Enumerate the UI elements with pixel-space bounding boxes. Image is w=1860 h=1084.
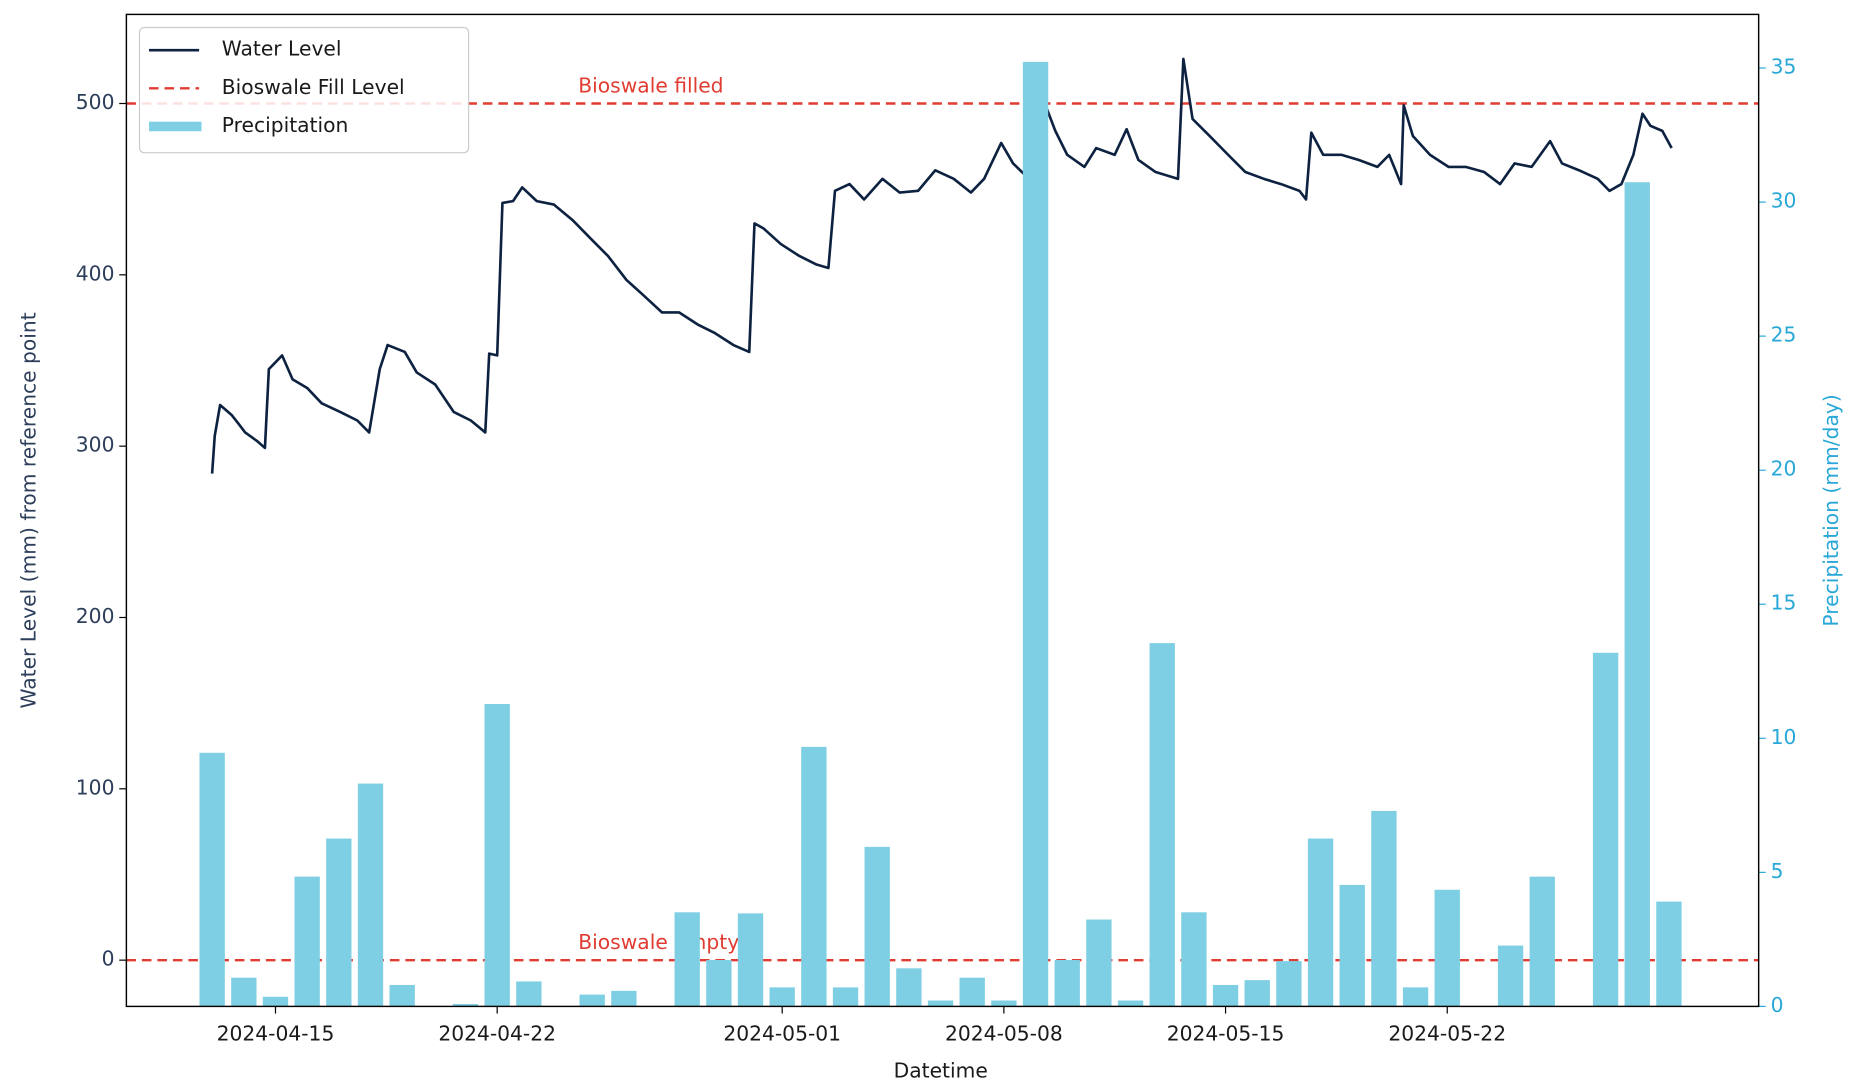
precipitation-bar: [832, 987, 859, 1007]
y2-tick-label: 5: [1771, 859, 1784, 883]
x-tick-label: 2024-04-15: [217, 1022, 335, 1046]
legend-label: Water Level: [222, 37, 342, 61]
y-axis-label: Water Level (mm) from reference point: [16, 312, 40, 708]
precipitation-bar: [326, 838, 352, 1007]
precipitation-bar: [579, 994, 605, 1007]
precipitation-bar: [1497, 945, 1524, 1007]
y-tick-label: 0: [102, 947, 115, 971]
y-tick-label: 400: [76, 261, 115, 285]
reference-annotation: Bioswale filled: [578, 73, 723, 97]
precipitation-bar: [1054, 960, 1080, 1007]
precipitation-bar: [357, 783, 384, 1007]
precipitation-bar: [1086, 919, 1112, 1007]
x-axis-label: Datetime: [894, 1058, 988, 1082]
precipitation-bar: [1244, 980, 1270, 1007]
x-tick-label: 2024-05-22: [1388, 1022, 1506, 1046]
precipitation-bar: [706, 960, 732, 1007]
precipitation-bar: [1181, 912, 1207, 1007]
precipitation-bar: [927, 1000, 954, 1007]
y2-tick-label: 35: [1771, 55, 1797, 79]
y2-tick-label: 20: [1771, 457, 1797, 481]
y2-axis-label: Precipitation (mm/day): [1819, 394, 1843, 626]
precipitation-bar: [1022, 61, 1049, 1007]
precipitation-bar: [1276, 961, 1302, 1007]
precipitation-bar: [1339, 884, 1365, 1007]
precipitation-bar: [199, 752, 225, 1007]
precipitation-bar: [991, 1000, 1017, 1007]
precipitation-bar: [1371, 810, 1397, 1007]
reference-annotation: Bioswale empty: [578, 930, 739, 954]
plot-frame: [125, 13, 1760, 1008]
precipitation-bar: [674, 912, 700, 1007]
precipitation-bar: [294, 876, 320, 1007]
y2-tick-label: 25: [1771, 323, 1797, 347]
precipitation-bar: [452, 1003, 479, 1007]
precipitation-bar: [1434, 889, 1460, 1007]
precipitation-bar: [1307, 838, 1334, 1007]
precipitation-bar: [801, 746, 827, 1007]
precipitation-bar: [864, 846, 890, 1007]
legend-label: Precipitation: [222, 113, 349, 137]
water-level-line: [210, 57, 1673, 474]
precipitation-bar: [1212, 984, 1239, 1007]
x-tick-label: 2024-05-08: [945, 1022, 1063, 1046]
precipitation-bar: [1624, 182, 1650, 1007]
legend-box: [138, 26, 470, 154]
y2-tick-label: 15: [1771, 591, 1797, 615]
precipitation-bar: [516, 981, 542, 1007]
precipitation-bar: [484, 703, 510, 1007]
y-tick-label: 300: [76, 433, 115, 457]
precipitation-bar: [1402, 987, 1429, 1007]
precipitation-bar: [1656, 901, 1682, 1007]
y2-tick-label: 0: [1771, 993, 1784, 1017]
x-tick-label: 2024-04-22: [438, 1022, 556, 1046]
precipitation-bar: [959, 977, 985, 1007]
y-tick-label: 500: [76, 90, 115, 114]
precipitation-bar: [1529, 876, 1555, 1007]
precipitation-bar: [231, 977, 257, 1007]
precipitation-bar: [896, 968, 922, 1007]
precipitation-bar: [262, 996, 289, 1007]
precipitation-bar: [1117, 1000, 1144, 1007]
precipitation-bar: [737, 913, 764, 1007]
precipitation-bar: [389, 984, 415, 1007]
legend-label: Bioswale Fill Level: [222, 75, 405, 99]
y-tick-label: 100: [76, 775, 115, 799]
precipitation-bar: [1149, 643, 1175, 1007]
y2-tick-label: 30: [1771, 189, 1797, 213]
y2-tick-label: 10: [1771, 725, 1797, 749]
precipitation-bar: [1592, 652, 1619, 1007]
x-tick-label: 2024-05-01: [723, 1022, 841, 1046]
x-tick-label: 2024-05-15: [1167, 1022, 1285, 1046]
precipitation-bar: [769, 987, 795, 1007]
legend-swatch: [149, 121, 202, 132]
precipitation-bar: [611, 990, 637, 1007]
y-tick-label: 200: [76, 604, 115, 628]
